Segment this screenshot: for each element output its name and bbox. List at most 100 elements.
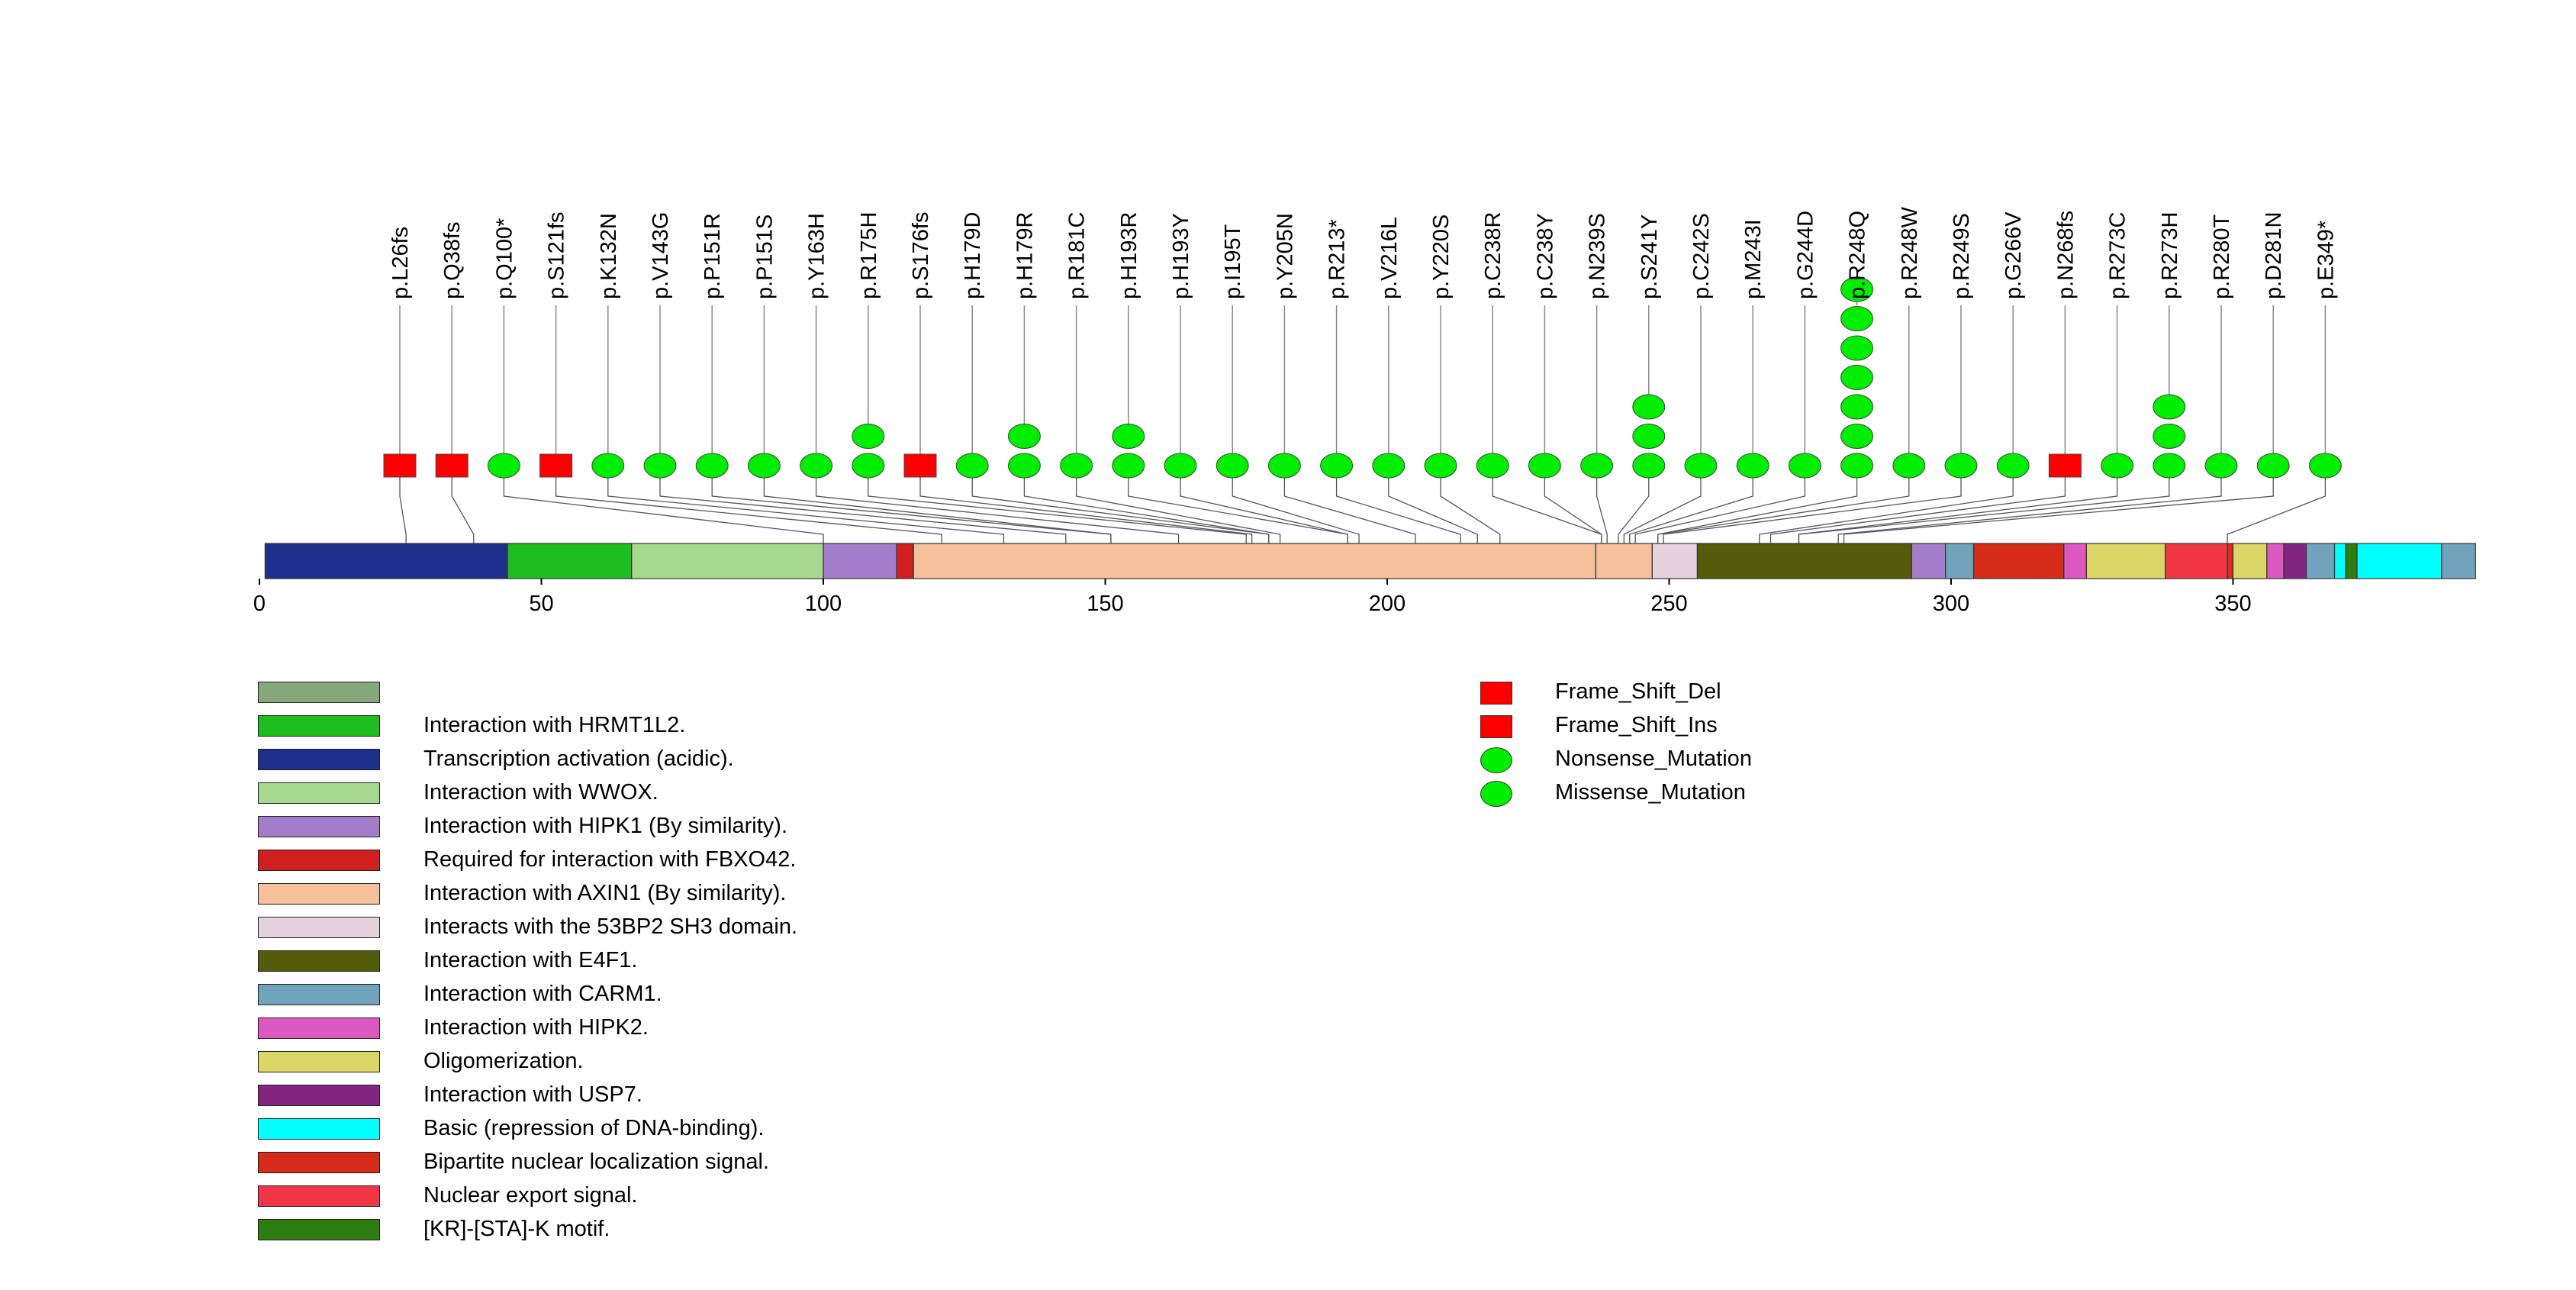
domain-legend: Interaction with HRMT1L2. Transcription a… [258,682,945,1246]
domain-legend-label: Interaction with USP7. [423,1082,642,1107]
x-tick-label: 250 [1650,592,1687,616]
mutation-label: p.S121fs [545,212,569,299]
mutation-label: p.P151S [752,214,777,299]
domain-legend-label: Oligomerization. [423,1049,584,1073]
mutation-label: p.R175H [857,212,881,299]
point-mutation-marker [1580,453,1614,479]
point-mutation-marker [1216,453,1249,479]
point-mutation-marker [1632,394,1666,420]
domain-legend-swatch [258,850,380,871]
mutation-label: p.S241Y [1637,214,1662,299]
point-mutation-marker [1892,453,1926,479]
mutation-label: p.R181C [1065,212,1090,299]
mutation-label: p.R213* [1325,219,1350,299]
mutation-label: p.G266V [2001,211,2026,299]
point-mutation-marker [1164,453,1197,479]
point-mutation-marker [1944,453,1978,479]
mutation-legend-label: Frame_Shift_Del [1555,679,1721,704]
point-mutation-marker [1007,453,1041,479]
domain-legend-label: Interaction with E4F1. [423,948,638,972]
point-mutation-marker [1840,306,1874,331]
point-mutation-marker [1320,453,1354,479]
point-mutation-marker [1632,453,1666,479]
frameshift-marker [383,453,417,478]
mutation-label: p.Q100* [492,218,517,299]
domain-segment [2305,543,2336,579]
point-mutation-marker [1007,424,1041,449]
mutation-label: p.R248W [1898,206,1922,299]
frameshift-marker [539,453,573,478]
domain-legend-swatch [258,1152,380,1173]
domain-segment [2345,543,2358,579]
domain-legend-label: Required for interaction with FBXO42. [423,847,797,872]
point-mutation-marker [1840,394,1874,420]
domain-legend-label: Interaction with CARM1. [423,982,662,1006]
mutation-label: p.Y220S [1429,214,1454,299]
point-mutation-marker [643,453,677,479]
point-mutation-marker [1996,453,2030,479]
domain-legend-label: Interaction with HIPK1 (By similarity). [423,814,788,838]
point-mutation-marker [852,453,885,479]
mutation-label: p.Y163H [805,213,829,299]
point-mutation-marker [1840,276,1874,302]
point-mutation-marker [2153,453,2186,479]
x-tick-label: 150 [1087,592,1123,616]
point-mutation-marker [1372,453,1406,479]
mutation-label: p.C242S [1689,213,1714,299]
domain-segment [507,543,633,579]
domain-legend-swatch [258,917,380,938]
domain-segment [264,543,508,579]
mutation-label: p.V216L [1377,217,1402,299]
mutation-label: p.Q38fs [440,221,465,299]
domain-legend-label: [KR]-[STA]-K motif. [423,1217,610,1241]
domain-legend-label: Nuclear export signal. [423,1183,638,1208]
mutation-label: p.M243I [1741,219,1766,299]
domain-legend-swatch [258,1185,380,1207]
point-mutation-marker [1267,453,1301,479]
point-mutation-marker [1736,453,1769,479]
protein-domain-bar [264,543,2476,579]
mutation-legend-label: Frame_Shift_Ins [1555,713,1718,737]
domain-segment [1972,543,2065,579]
mutation-markers [383,276,2342,479]
point-mutation-marker [1840,335,1874,361]
domain-segment [2333,543,2346,579]
frameshift-marker [435,453,469,478]
point-mutation-marker [1112,424,1145,449]
domain-segment [1945,543,1975,579]
domain-segment [2441,543,2476,579]
mutation-label: p.R273C [2106,212,2130,299]
mutation-legend-swatch [1480,682,1512,705]
domain-segment [1651,543,1699,579]
frameshift-marker [903,453,937,478]
domain-segment [631,543,824,579]
x-tick-label: 350 [2214,592,2251,616]
mutation-label: p.S176fs [909,212,933,299]
x-axis: 0 50 100 150 200 250 300 350 [253,579,2252,616]
mutation-labels: p.L26fs p.Q38fs p.Q100* p.S121fs p.K132N p.V1… [388,206,2338,299]
point-mutation-marker [955,453,989,479]
point-mutation-marker [2153,424,2186,449]
domain-legend-swatch [258,1219,380,1240]
domain-legend-swatch [258,984,380,1005]
point-mutation-marker [2308,453,2342,479]
mutation-legend-swatch [1480,781,1512,807]
domain-legend-label: Interacts with the 53BP2 SH3 domain. [423,914,798,939]
domain-segment [2063,543,2087,579]
mutation-legend-swatch [1480,715,1512,738]
point-mutation-marker [1528,453,1561,479]
domain-legend-label: Interaction with WWOX. [423,780,658,805]
mutation-label: p.D281N [2262,212,2286,299]
mutation-stems [399,278,2326,454]
domain-legend-label: Transcription activation (acidic). [423,747,734,771]
domain-segment [823,543,897,579]
point-mutation-marker [1684,453,1718,479]
point-mutation-marker [852,424,885,449]
domain-legend-swatch [258,782,380,804]
domain-legend-swatch [258,950,380,972]
mutation-label: p.P151R [700,213,725,299]
point-mutation-marker [2153,394,2186,420]
domain-segment [2356,543,2442,579]
mutation-label: p.V143G [649,212,673,299]
domain-legend-swatch [258,1085,380,1106]
